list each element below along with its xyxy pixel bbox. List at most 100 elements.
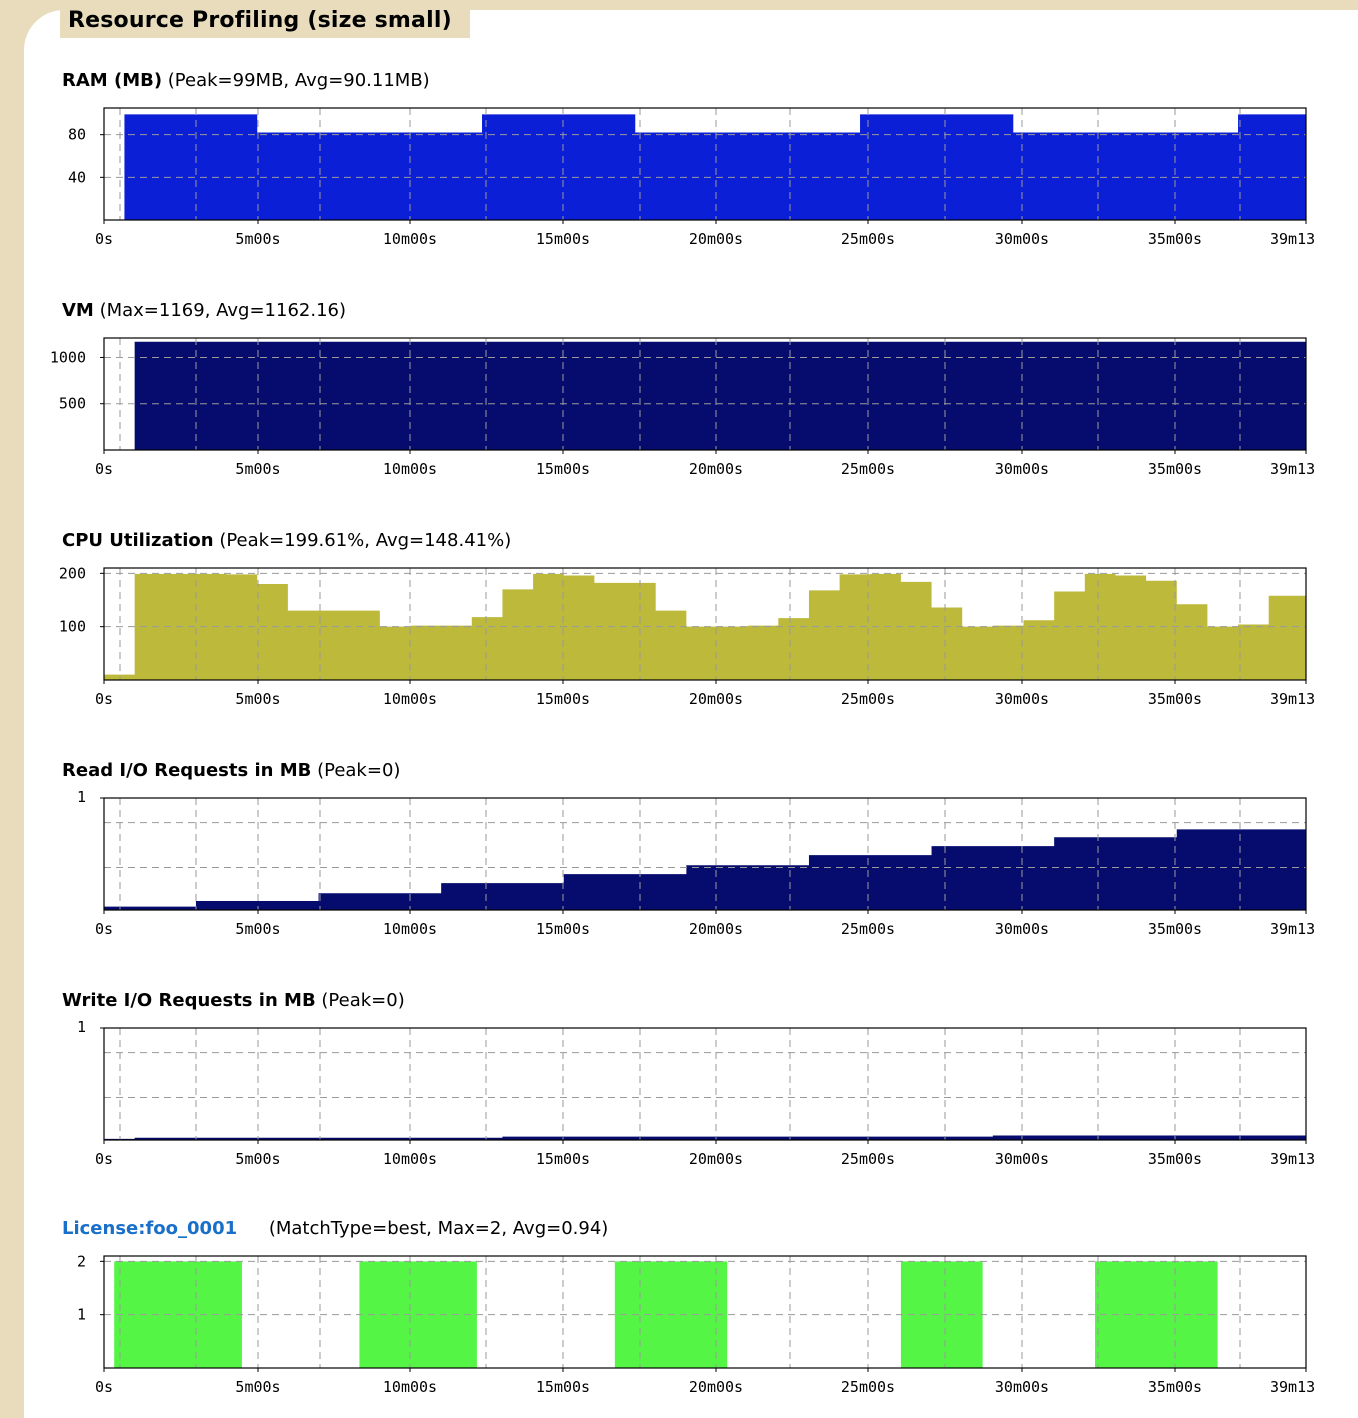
x-tick-label: 35m00s xyxy=(1148,920,1202,938)
series-area xyxy=(104,829,1306,910)
chart-svg: 1 0s 5m00s 10m00s 15m00s 20m00s 25m00s 30m00s 35… xyxy=(77,788,1315,938)
series-area xyxy=(104,114,1306,220)
x-tick-label: 30m00s xyxy=(995,460,1049,478)
x-tick-label: 5m00s xyxy=(235,690,280,708)
x-tick-label: 35m00s xyxy=(1148,690,1202,708)
plot-frame xyxy=(103,1027,1307,1141)
chart-subtitle: (Max=1169, Avg=1162.16) xyxy=(93,300,347,321)
series-area xyxy=(104,341,1306,450)
y-tick-label: 1 xyxy=(77,1306,86,1324)
x-tick-label: 20m00s xyxy=(689,690,743,708)
y-tick-label: 1 xyxy=(77,788,86,806)
y-tick-label: 100 xyxy=(59,618,86,636)
chart-title[interactable]: License:foo_0001 xyxy=(62,1218,238,1239)
chart-svg: 100 200 0s 5m00s 10m00s 15m00s 20m00s 25m00s 30m… xyxy=(59,564,1315,708)
x-tick-label: 0s xyxy=(95,460,113,478)
x-tick-label: 30m00s xyxy=(995,690,1049,708)
x-tick-label: 39m13 xyxy=(1270,230,1315,248)
y-tick-label: 2 xyxy=(77,1252,86,1270)
x-tick-label: 20m00s xyxy=(689,1378,743,1396)
section-title-gap xyxy=(60,8,470,38)
x-tick-label: 30m00s xyxy=(995,230,1049,248)
chart-subtitle: (Peak=99MB, Avg=90.11MB) xyxy=(162,70,430,91)
chart-heading: License:foo_0001 (MatchType=best, Max=2,… xyxy=(62,1218,608,1239)
chart-title: RAM (MB) xyxy=(62,70,163,91)
chart-title: VM xyxy=(62,300,94,321)
x-tick-label: 20m00s xyxy=(689,1150,743,1168)
x-tick-label: 35m00s xyxy=(1148,230,1202,248)
chart-subtitle: (Peak=0) xyxy=(315,990,405,1011)
x-tick-label: 10m00s xyxy=(383,1378,437,1396)
plot-frame xyxy=(103,567,1307,681)
plot-frame xyxy=(103,107,1307,221)
x-tick-label: 10m00s xyxy=(383,920,437,938)
x-tick-label: 39m13 xyxy=(1270,920,1315,938)
chart-svg: 1 0s 5m00s 10m00s 15m00s 20m00s 25m00s 30m00s 35… xyxy=(77,1018,1315,1168)
x-tick-label: 30m00s xyxy=(995,920,1049,938)
profiling-panel xyxy=(24,10,1358,1418)
x-tick-label: 25m00s xyxy=(841,230,895,248)
chart-subtitle: (Peak=199.61%, Avg=148.41%) xyxy=(213,530,512,551)
chart-subtitle: (Peak=0) xyxy=(311,760,401,781)
x-tick-label: 20m00s xyxy=(689,230,743,248)
x-tick-label: 15m00s xyxy=(536,1378,590,1396)
plot-frame xyxy=(103,1255,1307,1369)
x-tick-label: 30m00s xyxy=(995,1378,1049,1396)
chart-title: Write I/O Requests in MB xyxy=(62,990,316,1011)
x-tick-label: 15m00s xyxy=(536,460,590,478)
x-tick-label: 35m00s xyxy=(1148,460,1202,478)
x-tick-label: 25m00s xyxy=(841,690,895,708)
x-tick-label: 0s xyxy=(95,690,113,708)
chart-ram: RAM (MB) (Peak=99MB, Avg=90.11MB) 40 80 0s 5… xyxy=(0,70,1358,270)
chart-write_io: Write I/O Requests in MB (Peak=0) 1 0s 5m00… xyxy=(0,990,1358,1190)
x-tick-label: 10m00s xyxy=(383,460,437,478)
x-tick-label: 5m00s xyxy=(235,230,280,248)
chart-heading: VM (Max=1169, Avg=1162.16) xyxy=(62,300,346,321)
plot-frame xyxy=(103,337,1307,451)
series-area xyxy=(104,1135,1306,1140)
x-tick-label: 0s xyxy=(95,920,113,938)
chart-license: License:foo_0001 (MatchType=best, Max=2,… xyxy=(0,1218,1358,1418)
chart-heading: CPU Utilization (Peak=199.61%, Avg=148.4… xyxy=(62,530,511,551)
x-tick-label: 5m00s xyxy=(235,920,280,938)
x-tick-label: 20m00s xyxy=(689,920,743,938)
x-tick-label: 15m00s xyxy=(536,920,590,938)
x-tick-label: 35m00s xyxy=(1148,1150,1202,1168)
x-tick-label: 15m00s xyxy=(536,230,590,248)
chart-svg: 500 1000 0s 5m00s 10m00s 15m00s 20m00s 25m00s 30… xyxy=(50,337,1315,478)
x-tick-label: 15m00s xyxy=(536,690,590,708)
x-tick-label: 20m00s xyxy=(689,460,743,478)
x-tick-label: 25m00s xyxy=(841,1378,895,1396)
chart-heading: Write I/O Requests in MB (Peak=0) xyxy=(62,990,405,1011)
x-tick-label: 10m00s xyxy=(383,690,437,708)
x-tick-label: 39m13 xyxy=(1270,460,1315,478)
x-tick-label: 5m00s xyxy=(235,460,280,478)
y-tick-label: 500 xyxy=(59,395,86,413)
x-tick-label: 35m00s xyxy=(1148,1378,1202,1396)
x-tick-label: 0s xyxy=(95,1150,113,1168)
x-tick-label: 25m00s xyxy=(841,1150,895,1168)
chart-vm: VM (Max=1169, Avg=1162.16) 500 1000 0s 5m00s… xyxy=(0,300,1358,500)
y-tick-label: 200 xyxy=(59,564,86,582)
chart-title: CPU Utilization xyxy=(62,530,214,551)
x-tick-label: 10m00s xyxy=(383,1150,437,1168)
y-tick-label: 40 xyxy=(68,168,86,186)
y-tick-label: 80 xyxy=(68,126,86,144)
x-tick-label: 25m00s xyxy=(841,920,895,938)
section-title: Resource Profiling (size small) xyxy=(68,8,452,33)
x-tick-label: 25m00s xyxy=(841,460,895,478)
x-tick-label: 0s xyxy=(95,230,113,248)
chart-cpu: CPU Utilization (Peak=199.61%, Avg=148.4… xyxy=(0,530,1358,730)
x-tick-label: 39m13 xyxy=(1270,1378,1315,1396)
x-tick-label: 10m00s xyxy=(383,230,437,248)
x-tick-label: 30m00s xyxy=(995,1150,1049,1168)
x-tick-label: 39m13 xyxy=(1270,690,1315,708)
y-tick-label: 1000 xyxy=(50,348,86,366)
x-tick-label: 5m00s xyxy=(235,1150,280,1168)
chart-heading: Read I/O Requests in MB (Peak=0) xyxy=(62,760,400,781)
plot-frame xyxy=(103,797,1307,911)
y-tick-label: 1 xyxy=(77,1018,86,1036)
x-tick-label: 0s xyxy=(95,1378,113,1396)
chart-read_io: Read I/O Requests in MB (Peak=0) 1 0s 5m00s… xyxy=(0,760,1358,960)
x-tick-label: 39m13 xyxy=(1270,1150,1315,1168)
